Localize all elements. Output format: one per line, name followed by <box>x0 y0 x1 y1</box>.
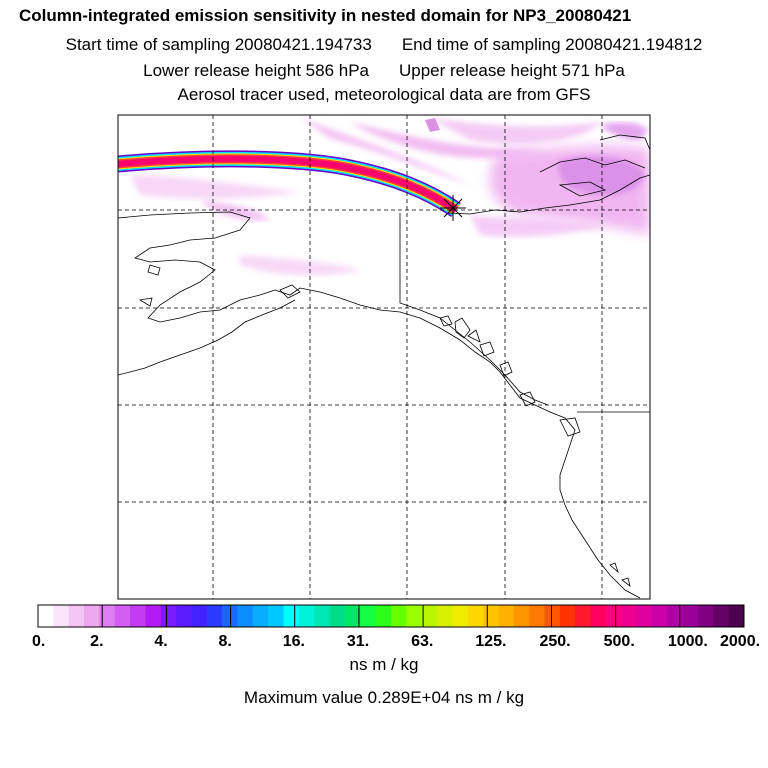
colorbar-units: ns m / kg <box>349 655 419 674</box>
colorbar-cell <box>160 605 177 627</box>
colorbar-cell <box>130 605 146 627</box>
colorbar-cell <box>314 605 331 627</box>
colorbar-cell <box>421 605 438 627</box>
colorbar-tick-label: 2. <box>90 633 103 650</box>
release-heights: Lower release height 586 hPa Upper releas… <box>0 61 768 81</box>
colorbar-cell <box>728 605 745 627</box>
graticule <box>118 115 650 599</box>
colorbar-cell <box>252 605 269 627</box>
sampling-times: Start time of sampling 20080421.194733 En… <box>0 35 768 55</box>
colorbar-cell <box>53 605 70 627</box>
colorbar-cell <box>191 605 208 627</box>
lower-release-label: Lower release height 586 hPa <box>143 61 369 80</box>
colorbar-cell <box>375 605 392 627</box>
colorbar-cell <box>68 605 85 627</box>
colorbar-cell <box>237 605 254 627</box>
colorbar-tick-label: 500. <box>604 633 635 650</box>
colorbar-cell <box>682 605 699 627</box>
colorbar-tick-label: 8. <box>219 633 232 650</box>
colorbar-tick-labels: 0. 2. 4. 8. 16. 31. 63. 125. 250. 500. 1000. 2000. <box>32 633 760 650</box>
colorbar-cell <box>697 605 714 627</box>
colorbar-tick-label: 1000. <box>668 633 708 650</box>
colorbar-tick-label: 63. <box>411 633 433 650</box>
colorbar-cell <box>437 605 453 627</box>
colorbar-tick-label: 31. <box>347 633 369 650</box>
colorbar-cell <box>636 605 653 627</box>
colorbar-frame <box>37 604 745 628</box>
colorbar-cell <box>529 605 545 627</box>
main-title: Column-integrated emission sensitivity i… <box>19 6 632 25</box>
colorbar-cell <box>575 605 592 627</box>
colorbar-cell <box>145 605 162 627</box>
colorbar-cell <box>590 605 607 627</box>
colorbar-cell <box>498 605 515 627</box>
colorbar-cell <box>114 605 131 627</box>
colorbar-cell <box>605 605 622 627</box>
colorbar-cell <box>544 605 561 627</box>
colorbar-cell <box>84 605 100 627</box>
colorbar-cell <box>467 605 484 627</box>
colorbar-cell <box>483 605 499 627</box>
colorbar-tick-label: 250. <box>539 633 570 650</box>
colorbar-cell <box>38 605 54 627</box>
colorbar-cell <box>176 605 192 627</box>
colorbar-cell <box>406 605 423 627</box>
colorbar-cell <box>99 605 116 627</box>
colorbar-tick-label: 125. <box>475 633 506 650</box>
colorbar-cell <box>452 605 469 627</box>
colorbar-cell <box>651 605 668 627</box>
maximum-value: Maximum value 0.289E+04 ns m / kg <box>243 688 525 707</box>
colorbar-cell <box>298 605 315 627</box>
colorbar-cell <box>344 605 361 627</box>
colorbar-cell <box>621 605 638 627</box>
sensitivity-shading <box>130 118 650 276</box>
colorbar-cell <box>283 605 300 627</box>
colorbar-cell <box>513 605 530 627</box>
colorbar-tick-label: 0. <box>32 633 45 650</box>
colorbar-cell <box>206 605 223 627</box>
upper-release-label: Upper release height 571 hPa <box>399 61 625 80</box>
colorbar-cells <box>38 605 745 627</box>
colorbar-tick-label: 2000. <box>720 633 760 650</box>
tracer-note: Aerosol tracer used, meteorological data… <box>177 85 591 104</box>
plume-band <box>118 150 461 218</box>
end-time-label: End time of sampling 20080421.194812 <box>401 35 703 54</box>
colorbar-tick-label: 16. <box>283 633 305 650</box>
map-frame <box>117 114 651 600</box>
start-time-label: Start time of sampling 20080421.194733 <box>65 35 372 54</box>
colorbar-tick-label: 4. <box>154 633 167 650</box>
colorbar-tick-marks <box>101 605 681 627</box>
colorbar-cell <box>559 605 576 627</box>
colorbar-cell <box>360 605 377 627</box>
colorbar-cell <box>268 605 285 627</box>
release-point-marker <box>440 195 466 221</box>
colorbar-cell <box>391 605 407 627</box>
colorbar-cell <box>667 605 684 627</box>
colorbar-cell <box>713 605 730 627</box>
colorbar-cell <box>329 605 346 627</box>
